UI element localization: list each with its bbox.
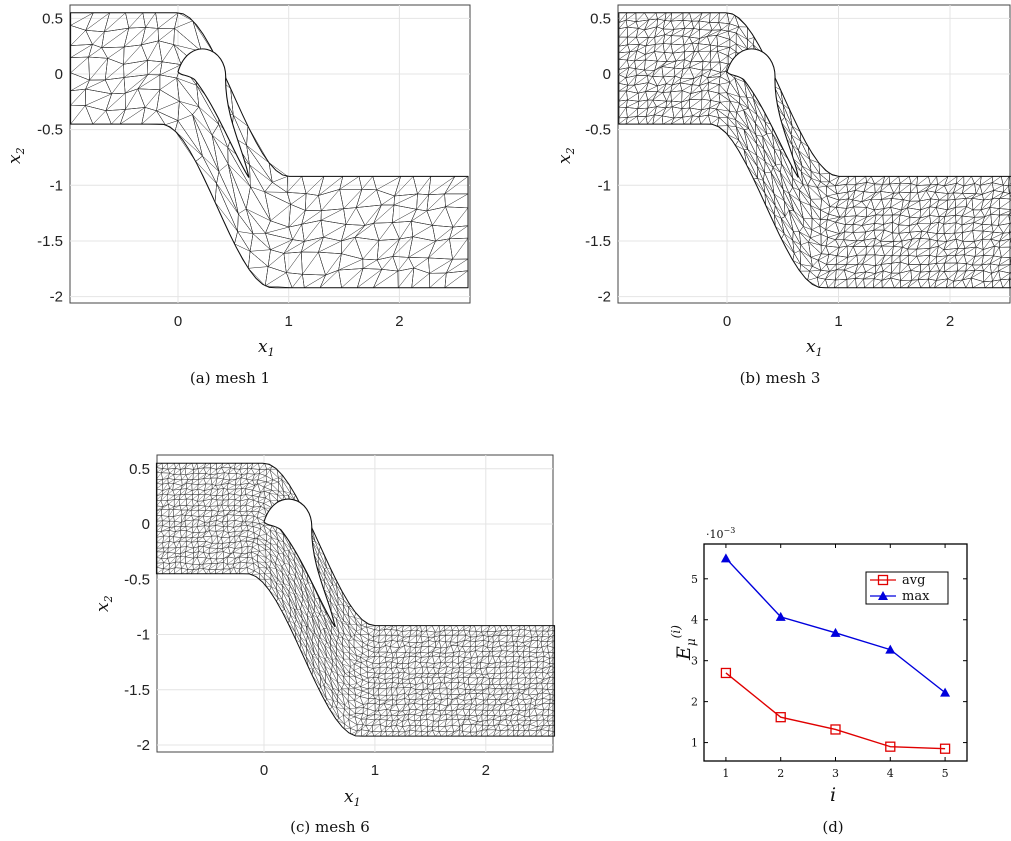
domain-boundary [70,12,469,289]
mesh-elements [155,462,555,737]
legend-max-label: max [902,589,930,604]
mesh-c-axes-frame [156,454,554,753]
error-plot-y-ticks: 1 2 3 4 5 [691,573,967,750]
mesh-a-x-axis-label: x1 [258,337,275,359]
series-line-avg [725,672,946,750]
x-tick-label: 2 [777,767,784,780]
error-plot-scale-label: ·10−3 [706,526,735,541]
mesh-b-x-axis-label: x1 [806,337,823,359]
blade-profile [726,48,799,178]
mesh-a-y-axis-label: x2 [5,147,27,164]
mesh-a-caption: (a) mesh 1 [190,369,270,387]
x-tick-label: 2 [395,313,403,330]
data-point-max [940,687,951,697]
blade-profile [263,498,336,628]
x-tick-label: 0 [174,313,182,330]
error-plot-caption: (d) [822,818,843,836]
data-point-avg [885,741,896,752]
y-tick-label: 1 [691,737,698,750]
mesh-b-caption: (b) mesh 3 [740,369,821,387]
x-tick-label: 4 [887,767,894,780]
data-point-avg [720,667,732,679]
y-tick-label: -1.5 [37,233,63,250]
data-point-avg [775,712,786,723]
mesh-c-triangulation [155,462,556,737]
y-tick-label: -0.5 [37,122,63,139]
legend-avg-marker [877,574,889,586]
y-tick-label: 3 [691,655,698,668]
mesh-a-x-tick-labels: 0 1 2 [174,313,404,330]
mesh-panel-c: 0.5 0 -0.5 -1 -1.5 -2 0 1 2 x1 x2 (c) mesh 6 [93,454,556,836]
mesh-c-y-axis-label: x2 [93,595,115,612]
mesh-c-grid [157,455,553,752]
error-plot-y-axis-label: Eμ(i) [669,625,698,661]
x-tick-label: 0 [260,762,268,779]
data-point-max [720,553,731,563]
y-tick-label: -1.5 [585,233,611,250]
x-tick-label: 1 [285,313,293,330]
data-point-max [775,611,786,621]
y-tick-label: 0 [603,66,611,83]
y-tick-label: -1.5 [124,682,150,699]
error-plot-x-axis-label: i [830,784,836,806]
x-tick-label: 3 [832,767,839,780]
error-plot-legend: avg max [865,571,949,605]
mesh-b-triangulation [617,11,1011,289]
mesh-a-grid [70,5,470,303]
x-tick-label: 1 [722,767,729,780]
error-plot-x-ticks: 1 2 3 4 5 [722,544,949,780]
data-point-max [830,627,841,637]
x-tick-label: 5 [942,767,949,780]
mesh-b-y-axis-label: x2 [555,147,577,164]
y-tick-label: 2 [691,696,698,709]
y-tick-label: 0 [55,66,63,83]
blade-profile [177,48,250,178]
mesh-c-x-tick-labels: 0 1 2 [260,762,490,779]
y-tick-label: 0.5 [42,10,63,27]
domain-boundary [155,462,556,737]
x-tick-label: 0 [723,313,731,330]
mesh-elements [617,11,1011,288]
data-point-avg [939,743,951,754]
x-tick-label: 1 [371,762,379,779]
mesh-c-x-axis-label: x1 [344,787,361,809]
mesh-a-triangulation [69,12,469,289]
x-tick-label: 2 [482,762,490,779]
mesh-b-y-tick-labels: 0.5 0 -0.5 -1 -1.5 -2 [585,10,611,305]
x-tick-label: 1 [834,313,842,330]
mesh-b-axes-frame [617,4,1011,304]
mesh-panel-b: 0.5 0 -0.5 -1 -1.5 -2 0 1 2 x1 x2 (b) mesh 3 [555,4,1011,387]
data-point-avg [830,724,841,735]
y-tick-label: 0 [142,516,150,533]
y-tick-label: 0.5 [590,10,611,27]
error-plot-panel-d: ·10−3 1 2 3 4 5 1 2 3 4 5 avg max Eμ(i) i (d) [669,526,968,836]
legend-avg-label: avg [902,573,925,588]
error-plot-series [720,553,951,754]
y-tick-label: 0.5 [129,461,150,478]
y-tick-label: -1 [137,627,150,644]
mesh-a-axes-frame [69,4,471,304]
y-tick-label: -0.5 [124,571,150,588]
y-tick-label: -1 [50,177,63,194]
y-tick-label: -1 [598,177,611,194]
x-tick-label: 2 [946,313,954,330]
mesh-b-x-tick-labels: 0 1 2 [723,313,954,330]
y-tick-label: -2 [137,737,150,754]
legend-max-marker [878,591,888,600]
y-tick-label: 5 [691,573,698,586]
mesh-c-caption: (c) mesh 6 [290,818,370,836]
mesh-c-y-tick-labels: 0.5 0 -0.5 -1 -1.5 -2 [124,461,150,754]
mesh-panel-a: 0.5 0 -0.5 -1 -1.5 -2 0 1 2 x1 x2 (a) mesh 1 [5,4,471,387]
y-tick-label: 4 [691,614,698,627]
domain-boundary [618,12,1011,289]
mesh-a-y-tick-labels: 0.5 0 -0.5 -1 -1.5 -2 [37,10,63,305]
y-tick-label: -0.5 [585,122,611,139]
y-tick-label: -2 [50,289,63,306]
mesh-elements [69,12,469,288]
y-tick-label: -2 [598,289,611,306]
data-point-max [885,644,896,654]
